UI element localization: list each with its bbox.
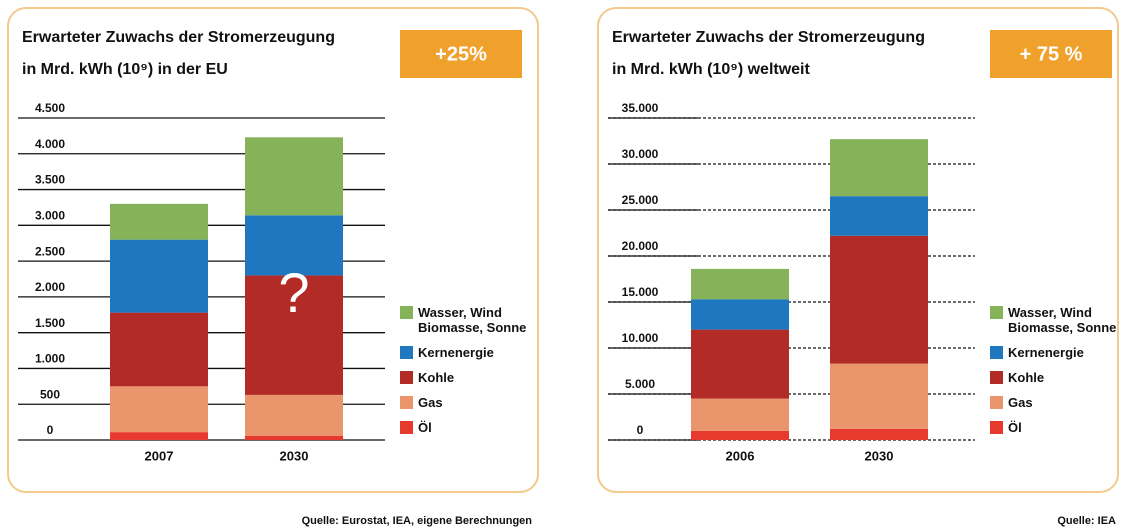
bar-segment bbox=[110, 386, 208, 433]
y-tick-label: 500 bbox=[40, 387, 60, 401]
bar-segment bbox=[110, 239, 208, 313]
y-tick-label: 15.000 bbox=[622, 285, 659, 299]
y-tick-label: 1.000 bbox=[35, 352, 65, 366]
y-tick-label: 1.500 bbox=[35, 316, 65, 330]
y-tick-label: 20.000 bbox=[622, 239, 659, 253]
bar-segment bbox=[245, 215, 343, 276]
x-tick-label: 2007 bbox=[145, 448, 174, 463]
badge bbox=[990, 30, 1112, 78]
badge-text: +25% bbox=[435, 43, 487, 65]
legend-label: Öl bbox=[418, 420, 432, 435]
y-tick-label: 10.000 bbox=[622, 331, 659, 345]
legend-swatch bbox=[990, 346, 1003, 359]
y-tick-label: 4.000 bbox=[35, 137, 65, 151]
legend-label: Wasser, Wind Biomasse, Sonne bbox=[418, 305, 527, 335]
annotation: ? bbox=[278, 261, 309, 324]
y-tick-label: 2.000 bbox=[35, 280, 65, 294]
legend-swatch bbox=[990, 371, 1003, 384]
bar-segment bbox=[691, 329, 789, 399]
legend-swatch bbox=[990, 306, 1003, 319]
bar-segment bbox=[245, 394, 343, 436]
legend-swatch bbox=[990, 421, 1003, 434]
source: Quelle: Eurostat, IEA, eigene Berechnung… bbox=[302, 515, 533, 527]
bar-segment bbox=[245, 275, 343, 395]
bar-segment bbox=[691, 398, 789, 431]
legend-label: Gas bbox=[418, 395, 443, 410]
legend-label: Kernenergie bbox=[1008, 345, 1084, 360]
legend-label: Kernenergie bbox=[418, 345, 494, 360]
legend-label: Öl bbox=[1008, 420, 1022, 435]
chart-subtitle: in Mrd. kWh (10⁹) weltweit bbox=[612, 61, 811, 78]
bar-segment bbox=[110, 312, 208, 387]
y-tick-label: 0 bbox=[47, 423, 54, 437]
y-tick-label: 0 bbox=[637, 423, 644, 437]
bar-segment bbox=[245, 137, 343, 216]
legend-swatch bbox=[400, 346, 413, 359]
x-tick-label: 2030 bbox=[280, 448, 309, 463]
legend-label: Wasser, Wind Biomasse, Sonne bbox=[1008, 305, 1117, 335]
chart-subtitle: in Mrd. kWh (10⁹) in der EU bbox=[22, 61, 228, 78]
y-tick-label: 30.000 bbox=[622, 147, 659, 161]
chart-title: Erwarteter Zuwachs der Stromerzeugung bbox=[22, 29, 335, 46]
y-tick-label: 5.000 bbox=[625, 377, 655, 391]
y-tick-label: 4.500 bbox=[35, 101, 65, 115]
legend-swatch bbox=[400, 371, 413, 384]
legend-label: Kohle bbox=[418, 370, 455, 385]
source: Quelle: IEA bbox=[1057, 515, 1116, 527]
bar-segment bbox=[830, 363, 928, 429]
bar-segment bbox=[830, 139, 928, 197]
legend-label: Kohle bbox=[1008, 370, 1045, 385]
badge bbox=[400, 30, 522, 78]
bar-segment bbox=[110, 203, 208, 240]
bar-segment bbox=[245, 435, 343, 440]
x-tick-label: 2006 bbox=[726, 448, 755, 463]
bar-segment bbox=[830, 196, 928, 236]
bar-segment bbox=[691, 430, 789, 440]
chart-title: Erwarteter Zuwachs der Stromerzeugung bbox=[612, 29, 925, 46]
legend-swatch bbox=[400, 306, 413, 319]
bar-segment bbox=[110, 432, 208, 440]
y-tick-label: 2.500 bbox=[35, 244, 65, 258]
legend-swatch bbox=[990, 396, 1003, 409]
badge-text: + 75 % bbox=[1020, 43, 1083, 65]
legend-swatch bbox=[400, 421, 413, 434]
y-tick-label: 3.000 bbox=[35, 209, 65, 223]
legend-swatch bbox=[400, 396, 413, 409]
bar-segment bbox=[830, 235, 928, 364]
y-tick-label: 3.500 bbox=[35, 173, 65, 187]
legend-label: Gas bbox=[1008, 395, 1033, 410]
bar-segment bbox=[691, 268, 789, 300]
bar-segment bbox=[691, 299, 789, 330]
bar-segment bbox=[830, 428, 928, 440]
x-tick-label: 2030 bbox=[865, 448, 894, 463]
y-tick-label: 25.000 bbox=[622, 193, 659, 207]
y-tick-label: 35.000 bbox=[622, 101, 659, 115]
